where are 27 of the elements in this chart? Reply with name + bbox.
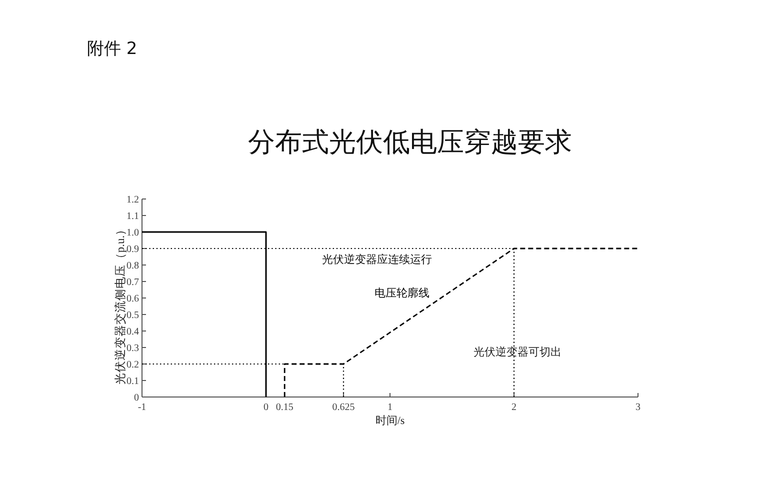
y-tick-label: 1.1 (126, 211, 139, 222)
series-name: 电压轮廓线 (374, 287, 430, 300)
y-tick-label: 0.7 (126, 277, 139, 288)
y-tick-label: 0.9 (126, 244, 139, 255)
annotation: 光伏逆变器应连续运行 (322, 254, 432, 266)
annotation: 光伏逆变器可切出 (474, 346, 562, 358)
x-tick-label: 0 (264, 402, 268, 413)
x-tick-label: 1 (388, 402, 392, 413)
annotation: 附件 2 (87, 39, 138, 59)
y-tick-label: 0.1 (126, 376, 139, 387)
x-tick-label: 0.15 (276, 402, 294, 413)
ylabel: 光伏逆变器交流侧电压（p.u.） (115, 223, 127, 385)
x-tick-label: 0.625 (332, 402, 355, 413)
title: 分布式光伏低电压穿越要求 (248, 127, 572, 158)
y-tick-label: 0.4 (126, 326, 139, 338)
y-tick-label: 0.3 (126, 343, 139, 354)
x-tick-label: 3 (636, 402, 640, 413)
y-tick-label: 1.0 (126, 228, 139, 238)
x-tick-label: 2 (512, 402, 516, 413)
y-tick-label: 1.2 (126, 194, 139, 206)
xlabel: 时间/s (375, 415, 405, 427)
y-tick-label: 0.2 (126, 360, 139, 370)
y-tick-label: 0.8 (126, 260, 139, 272)
y-tick-label: 0 (134, 392, 139, 404)
y-tick-label: 0.5 (126, 310, 139, 321)
x-tick-label: -1 (138, 402, 146, 413)
y-tick-label: 0.6 (126, 294, 139, 304)
